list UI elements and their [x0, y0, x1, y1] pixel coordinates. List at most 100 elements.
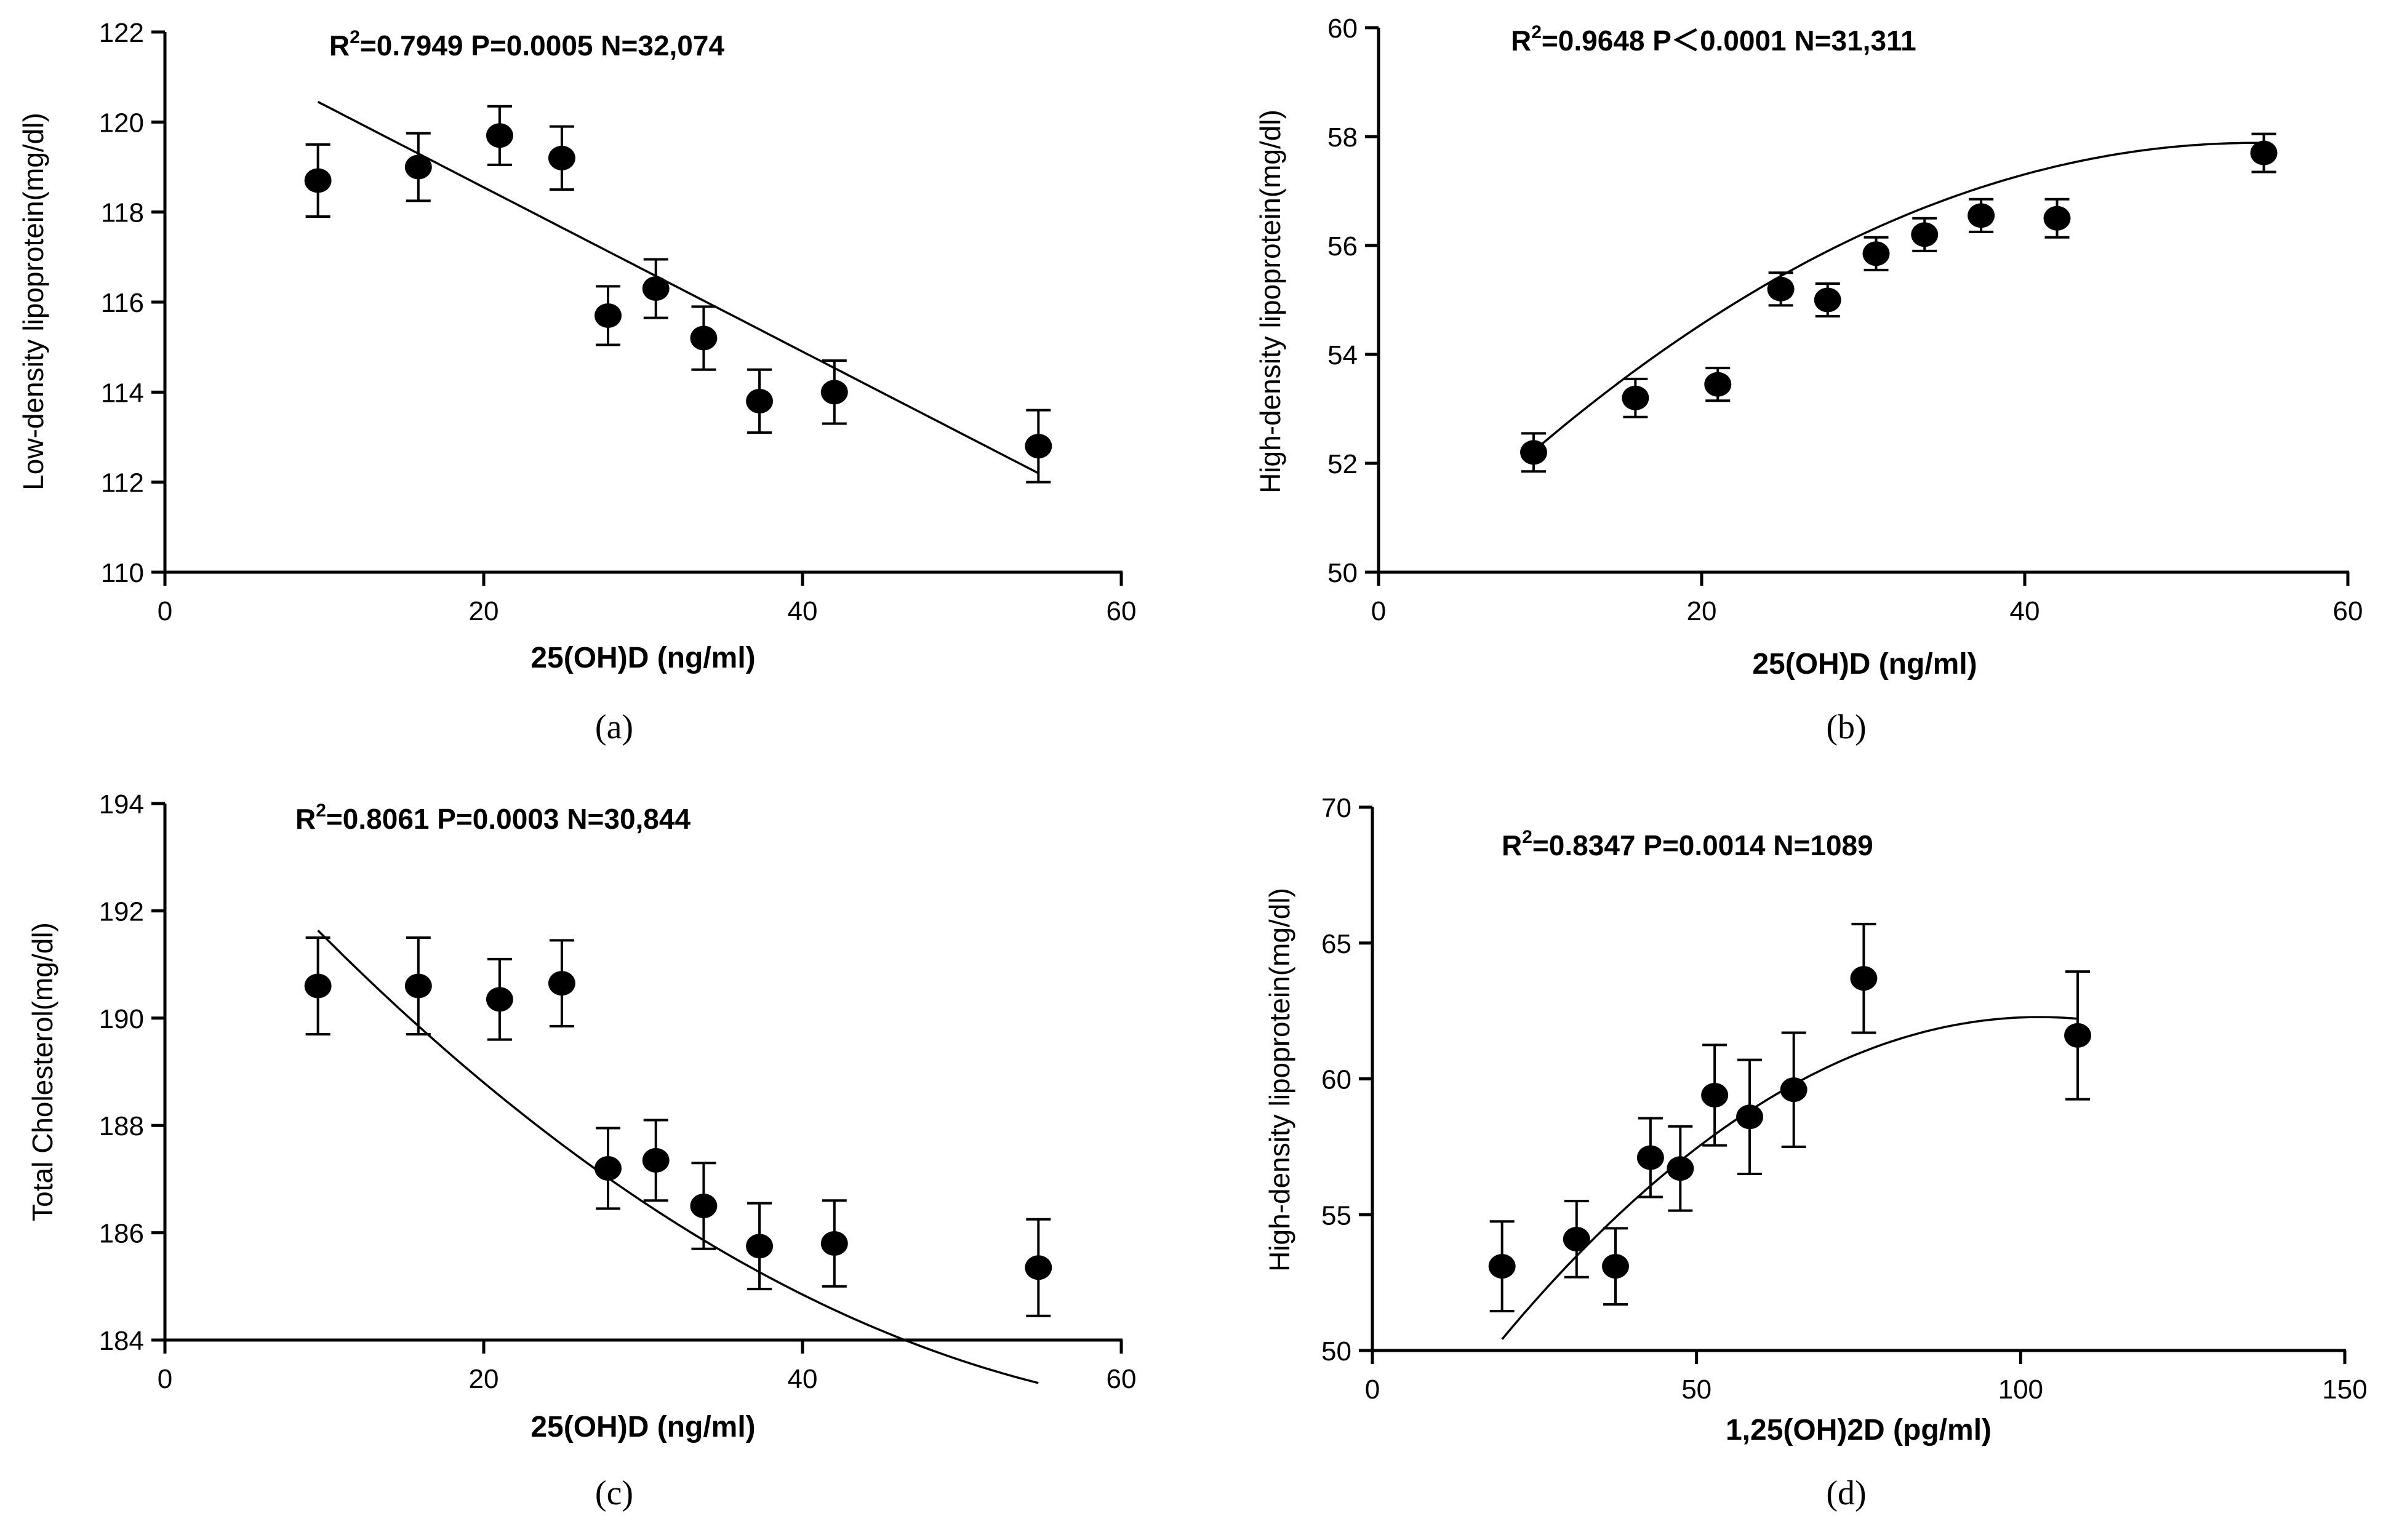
data-point	[404, 154, 432, 180]
data-point	[1025, 1255, 1052, 1280]
data-point-group	[1667, 1125, 1694, 1212]
y-axis-title: Low-density lipoprotein(mg/dl)	[17, 113, 49, 490]
data-point	[2250, 140, 2278, 166]
panel-label: (d)	[1826, 1474, 1866, 1512]
x-tick-label: 40	[788, 596, 818, 626]
data-point	[820, 1231, 848, 1256]
data-point	[746, 1234, 774, 1259]
data-point	[1850, 966, 1878, 991]
data-point-group	[690, 305, 718, 371]
y-axis-title: High-density lipoprotein(mg/dl)	[1263, 888, 1295, 1272]
data-point	[1968, 203, 1995, 228]
data-point-group	[820, 359, 848, 425]
y-tick-label: 65	[1321, 929, 1351, 959]
data-point-group	[486, 105, 513, 166]
data-point	[1488, 1254, 1516, 1279]
data-point-group	[1780, 1031, 1808, 1148]
data-point-group	[1736, 1058, 1764, 1176]
x-tick-label: 40	[788, 1364, 818, 1394]
x-tick-label: 40	[2010, 596, 2040, 626]
data-point-group	[1025, 409, 1052, 484]
data-point-group	[548, 939, 575, 1027]
y-tick-label: 118	[101, 198, 144, 228]
data-point	[1636, 1145, 1664, 1170]
data-point	[1767, 276, 1795, 301]
data-point	[594, 1155, 622, 1181]
y-tick-label: 122	[99, 18, 144, 48]
y-tick-label: 116	[101, 288, 144, 318]
stat-superscript: 2	[1531, 22, 1542, 42]
data-point-group	[746, 368, 774, 434]
x-tick-label: 0	[1371, 596, 1386, 626]
chart-panel-d: 0 50 100 150 50 55 60 65 70 R2=0.8347 P=0.0014 N=…	[1263, 793, 2368, 1512]
data-point	[1622, 385, 1649, 410]
y-tick-label: 56	[1327, 231, 1358, 261]
y-tick-label: 112	[101, 468, 144, 498]
data-point	[304, 168, 332, 193]
x-tick-label: 0	[158, 596, 172, 626]
data-point-group	[2043, 197, 2071, 239]
x-tick-label: 150	[2322, 1374, 2367, 1405]
x-tick-label: 60	[1107, 1364, 1137, 1394]
y-tick-label: 50	[1327, 558, 1358, 588]
data-point	[1862, 241, 1890, 266]
panel-label: (a)	[595, 708, 633, 746]
chart-panel-a: 0 20 40 60 110 112 114 116 118 120 122 R2=0.7949 P=…	[17, 18, 1136, 746]
data-point-group	[642, 1119, 670, 1202]
y-tick-label: 58	[1327, 122, 1358, 153]
fit-line	[317, 101, 1039, 474]
stat-superscript: 2	[350, 27, 360, 47]
y-tick-label: 184	[99, 1326, 144, 1356]
data-point-group	[820, 1199, 848, 1288]
x-tick-label: 20	[1687, 596, 1717, 626]
data-point	[1911, 222, 1939, 247]
x-tick-label: 60	[2333, 596, 2363, 626]
y-tick-label: 120	[99, 108, 144, 138]
data-point-group	[1704, 367, 1732, 402]
y-tick-label: 192	[99, 896, 144, 927]
data-point	[594, 303, 622, 328]
x-axis-title: 25(OH)D (ng/ml)	[1752, 648, 1977, 680]
data-point-group	[404, 132, 432, 202]
data-point-group	[1701, 1043, 1729, 1147]
data-point	[820, 380, 848, 405]
stat-values: =0.8061 P=0.0003 N=30,844	[326, 803, 691, 835]
y-axis-title: Total Cholesterol(mg/dl)	[26, 922, 58, 1221]
stat-r: R	[1511, 25, 1531, 57]
data-point-group	[690, 1162, 718, 1250]
data-point	[1602, 1254, 1629, 1279]
data-point	[304, 973, 332, 999]
data-point	[486, 123, 513, 148]
data-point	[1814, 287, 1841, 313]
data-point	[548, 145, 575, 170]
data-point	[690, 1194, 718, 1218]
panel-label: (c)	[595, 1474, 633, 1512]
data-point	[746, 388, 774, 413]
fit-line	[1532, 142, 2264, 452]
y-tick-label: 186	[99, 1219, 144, 1249]
x-tick-label: 20	[469, 596, 499, 626]
data-point-group	[1814, 282, 1841, 318]
data-point	[1520, 440, 1547, 465]
y-tick-label: 188	[99, 1111, 144, 1141]
data-point-group	[486, 957, 513, 1041]
stat-values: =0.7949 P=0.0005 N=32,074	[360, 30, 725, 62]
stat-r: R	[329, 30, 350, 62]
x-axis-title: 25(OH)D (ng/ml)	[530, 1411, 755, 1443]
y-tick-label: 70	[1321, 793, 1351, 823]
data-point-group	[304, 143, 332, 218]
stat-annotation: R2=0.7949 P=0.0005 N=32,074	[329, 27, 724, 62]
data-point-group	[746, 1202, 774, 1291]
y-tick-label: 190	[99, 1004, 144, 1034]
data-point-group	[548, 125, 575, 191]
data-point	[1780, 1077, 1808, 1103]
data-point-group	[1025, 1218, 1052, 1317]
chart-panel-c: 0 20 40 60 184 186 188 190 192 194 R2=0.8061 P=0.0…	[26, 789, 1136, 1512]
y-tick-label: 194	[99, 789, 144, 820]
x-axis-title: 1,25(OH)2D (pg/ml)	[1726, 1414, 1992, 1446]
stat-annotation: R2=0.8061 P=0.0003 N=30,844	[295, 800, 691, 835]
y-axis-title: High-density lipoprotein(mg/dl)	[1254, 110, 1286, 493]
data-point-group	[1622, 377, 1649, 418]
data-point-group	[1911, 217, 1939, 252]
data-point-group	[1563, 1200, 1590, 1279]
